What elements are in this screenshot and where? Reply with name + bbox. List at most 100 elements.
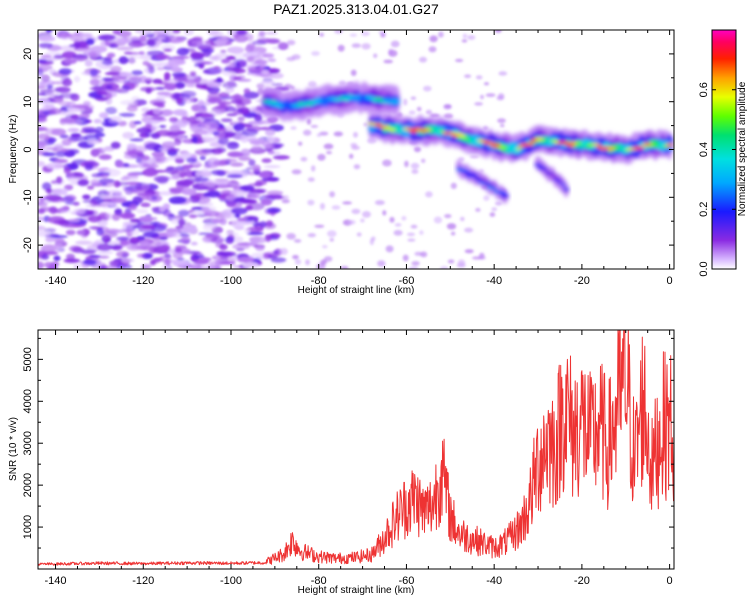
snr-y-axis-label: SNR (10 * v/v) [8,417,19,481]
spectrogram-noise-blob [123,264,132,269]
spectrogram-noise-blob [220,158,238,163]
spectrogram-noise-blob [327,230,337,238]
spectrogram-noise-blob [199,156,206,161]
spectrogram-noise-blob [172,109,188,116]
spectrogram-noise-blob [258,171,271,179]
spectrogram-noise-blob [443,113,454,119]
spectrogram-noise-blob [178,209,190,217]
spectrogram-noise-blob [257,52,268,58]
spectrogram-noise-blob [73,201,80,206]
spectrogram-noise-blob [60,210,75,214]
spectrogram-noise-blob [483,82,490,86]
spectrogram-noise-blob [450,182,457,189]
spectrogram-noise-blob [457,259,466,267]
spectrogram-noise-blob [70,114,79,120]
spectrogram-noise-blob [382,210,387,216]
spectrogram-noise-blob [402,254,409,262]
spectrogram-noise-blob [329,191,335,198]
spectrogram-noise-blob [89,45,108,53]
spectrogram-noise-blob [172,174,180,180]
spectrogram-noise-blob [52,147,68,153]
spectrogram-noise-blob [429,35,438,43]
spectrogram-noise-blob [411,261,420,266]
spectrogram-ridge-cell [500,194,510,199]
x-tick-label: -120 [132,575,154,587]
spectrogram-noise-blob [428,46,437,53]
spectrogram-noise-blob [158,125,167,128]
spectrogram-noise-blob [140,202,151,208]
spectrogram-noise-blob [213,66,220,70]
spectrogram-noise-blob [226,113,238,117]
spectrogram-noise-blob [237,60,247,67]
spectrogram-noise-blob [307,177,315,182]
spectrogram-noise-blob [174,247,183,253]
spectrogram-noise-blob [110,197,127,204]
spectrogram-noise-blob [97,250,114,255]
x-tick-label: -40 [486,275,502,287]
spectrogram-noise-blob [374,200,385,206]
spectrogram-noise-blob [272,250,280,254]
spectrogram-noise-blob [234,35,249,43]
spectrogram-noise-blob [159,244,171,253]
spectrogram-noise-blob [98,120,106,125]
spectrogram-noise-blob [138,161,149,169]
spectrogram-noise-blob [118,112,136,117]
spectrogram-noise-blob [286,56,296,62]
spectrogram-noise-blob [121,85,131,90]
spectrogram-noise-blob [408,110,416,115]
spectrogram-noise-blob [164,141,181,147]
spectrogram-ridge-cell [315,99,322,103]
colorbar-tick-label: 0.2 [698,202,710,217]
spectrogram-noise-blob [66,101,77,109]
spectrogram-noise-blob [38,36,56,42]
y-tick-label: 5000 [22,347,34,371]
spectrogram-ridge-cell [638,146,645,150]
spectrogram-noise-blob [152,108,162,115]
spectrogram-noise-blob [66,176,81,183]
spectrogram-noise-blob [155,129,173,137]
spectrogram-noise-blob [45,51,62,56]
spectrogram-ridge-cell [533,163,543,167]
spectrogram-noise-blob [41,254,50,260]
spectrogram-ridge-cell [276,104,284,109]
spectrogram-noise-blob [214,180,232,186]
spectrogram-noise-blob [260,80,276,85]
spectrogram-noise-blob [160,109,174,116]
spectrogram-noise-blob [87,215,102,223]
spectrogram-noise-blob [393,229,403,236]
spectrogram-noise-blob [421,158,426,163]
spectrogram-noise-blob [155,86,166,90]
spectrogram-noise-blob [251,144,262,151]
spectrogram-noise-blob [39,89,55,94]
spectrogram-noise-blob [282,195,290,200]
spectrogram-noise-blob [57,110,75,116]
spectrogram-noise-blob [497,118,506,124]
spectrogram-noise-blob [200,170,212,178]
spectrogram-noise-blob [100,173,110,179]
spectrogram-x-axis-label: Height of straight line (km) [298,285,415,296]
spectrogram-noise-blob [229,60,237,67]
spectrogram-noise-blob [66,253,75,260]
spectrogram-noise-blob [38,85,47,89]
spectrogram-noise-blob [59,45,77,52]
spectrogram-noise-blob [178,218,186,226]
spectrogram-noise-blob [410,224,418,229]
spectrogram-noise-blob [252,40,267,46]
spectrogram-noise-blob [286,233,296,240]
spectrogram-noise-blob [69,128,80,132]
spectrogram-noise-blob [408,266,419,269]
spectrogram-noise-blob [234,214,241,218]
spectrogram-noise-blob [148,66,155,74]
spectrogram-noise-blob [267,58,277,63]
spectrogram-noise-blob [229,152,245,157]
snr-x-tick-labels: -140 -120 -100 -80 -60 -40 -20 0 [45,575,673,587]
spectrogram-ridge-cell [483,181,491,185]
spectrogram-noise-blob [475,75,483,80]
spectrogram-noise-blob [126,143,137,149]
spectrogram-noise-blob [210,169,226,176]
spectrogram-noise-blob [166,229,179,237]
spectrogram-noise-blob [54,86,71,93]
spectrogram-noise-blob [179,172,186,179]
colorbar-tick-label: 0.4 [698,142,710,157]
spectrogram-noise-blob [89,86,106,91]
